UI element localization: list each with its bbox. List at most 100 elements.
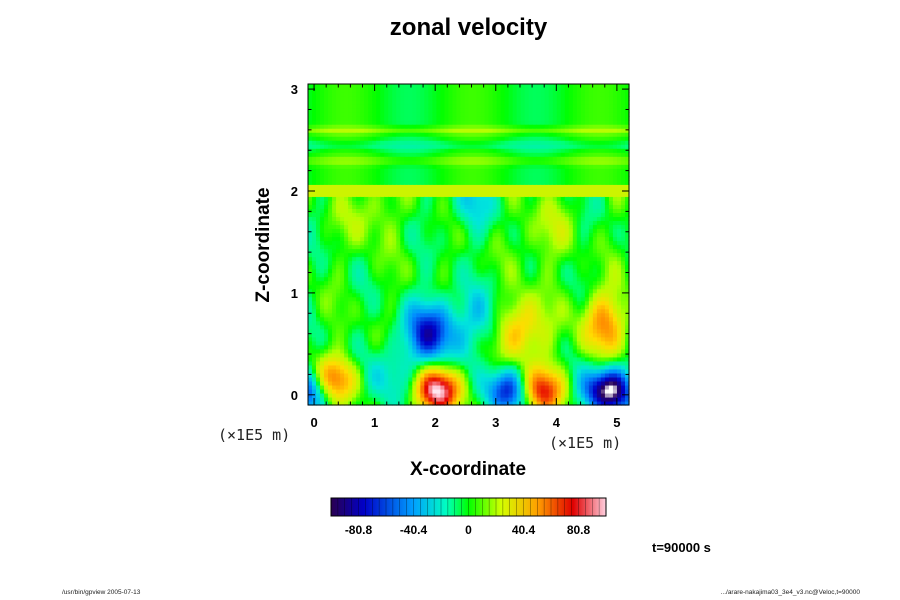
field-cell — [312, 384, 317, 390]
field-cell — [516, 136, 522, 141]
field-cell — [352, 168, 357, 173]
field-cell — [316, 152, 321, 157]
field-cell — [524, 216, 530, 222]
field-cell — [360, 196, 365, 201]
field-cell — [472, 120, 478, 125]
field-cell — [420, 336, 425, 342]
field-cell — [524, 324, 530, 330]
field-cell — [520, 360, 526, 366]
field-cell — [408, 180, 413, 185]
field-cell — [368, 172, 373, 177]
field-cell — [448, 244, 454, 250]
field-cell — [344, 384, 349, 390]
field-cell — [496, 152, 502, 157]
field-cell — [548, 324, 554, 330]
field-cell — [368, 364, 373, 370]
field-cell — [500, 260, 506, 266]
field-cell — [372, 332, 377, 338]
field-cell — [380, 180, 385, 185]
field-cell — [516, 192, 522, 197]
field-cell — [368, 208, 373, 213]
field-cell — [368, 376, 373, 382]
field-cell — [452, 224, 458, 230]
field-cell — [508, 124, 514, 129]
field-cell — [500, 244, 506, 250]
field-cell — [476, 336, 482, 342]
field-cell — [464, 256, 470, 262]
field-cell — [460, 168, 466, 173]
field-cell — [456, 188, 462, 193]
field-cell — [340, 280, 345, 286]
field-cell — [324, 184, 329, 189]
field-cell — [532, 168, 538, 173]
field-cell — [544, 252, 550, 258]
field-cell — [504, 272, 510, 278]
field-cell — [456, 184, 462, 189]
field-cell — [372, 244, 377, 250]
field-cell — [344, 168, 349, 173]
field-cell — [552, 92, 558, 97]
field-cell — [384, 304, 389, 310]
field-cell — [344, 348, 349, 354]
field-cell — [416, 348, 421, 354]
field-cell — [372, 96, 377, 101]
field-cell — [364, 132, 369, 137]
field-cell — [316, 344, 321, 350]
field-cell — [312, 176, 317, 181]
field-cell — [384, 356, 389, 362]
field-cell — [516, 204, 522, 209]
field-cell — [460, 84, 466, 89]
field-cell — [364, 104, 369, 109]
field-cell — [540, 248, 546, 254]
field-cell — [356, 116, 361, 121]
field-cell — [316, 232, 321, 238]
field-cell — [516, 140, 522, 145]
field-cell — [492, 344, 498, 350]
field-cell — [516, 88, 522, 93]
field-cell — [424, 280, 429, 286]
field-cell — [532, 344, 538, 350]
field-cell — [456, 240, 462, 246]
field-cell — [476, 256, 482, 262]
field-cell — [332, 308, 337, 314]
field-cell — [452, 280, 458, 286]
field-cell — [380, 348, 385, 354]
field-cell — [448, 392, 454, 398]
field-cell — [320, 388, 325, 394]
field-cell — [324, 132, 329, 137]
field-cell — [548, 96, 554, 101]
field-cell — [544, 284, 550, 290]
field-cell — [404, 304, 409, 310]
field-cell — [392, 176, 397, 181]
field-cell — [500, 112, 506, 117]
field-cell — [316, 380, 321, 386]
field-cell — [312, 300, 317, 306]
field-cell — [444, 204, 450, 209]
field-cell — [480, 156, 486, 161]
field-cell — [392, 248, 397, 254]
field-cell — [536, 156, 542, 161]
field-cell — [320, 188, 325, 193]
field-cell — [556, 364, 562, 370]
field-cell — [516, 364, 522, 370]
field-cell — [396, 328, 401, 334]
field-cell — [488, 132, 494, 137]
field-cell — [532, 352, 538, 358]
field-cell — [524, 364, 530, 370]
field-cell — [548, 224, 554, 230]
field-cell — [324, 308, 329, 314]
field-cell — [348, 136, 353, 141]
field-cell — [436, 244, 442, 250]
field-cell — [388, 244, 393, 250]
field-cell — [404, 212, 409, 218]
field-cell — [548, 248, 554, 254]
field-cell — [356, 84, 361, 89]
field-cell — [536, 192, 542, 197]
field-cell — [440, 332, 446, 338]
field-cell — [524, 368, 530, 374]
field-cell — [484, 168, 490, 173]
field-cell — [404, 292, 409, 298]
field-cell — [460, 112, 466, 117]
field-cell — [328, 208, 333, 213]
field-cell — [360, 208, 365, 213]
